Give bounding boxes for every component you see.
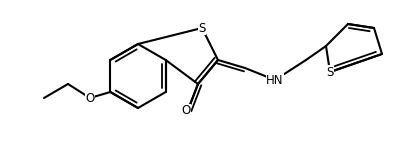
Text: S: S [198, 21, 206, 34]
Text: HN: HN [266, 73, 284, 86]
Text: S: S [326, 66, 334, 79]
Text: O: O [85, 92, 94, 105]
Text: O: O [181, 105, 191, 118]
